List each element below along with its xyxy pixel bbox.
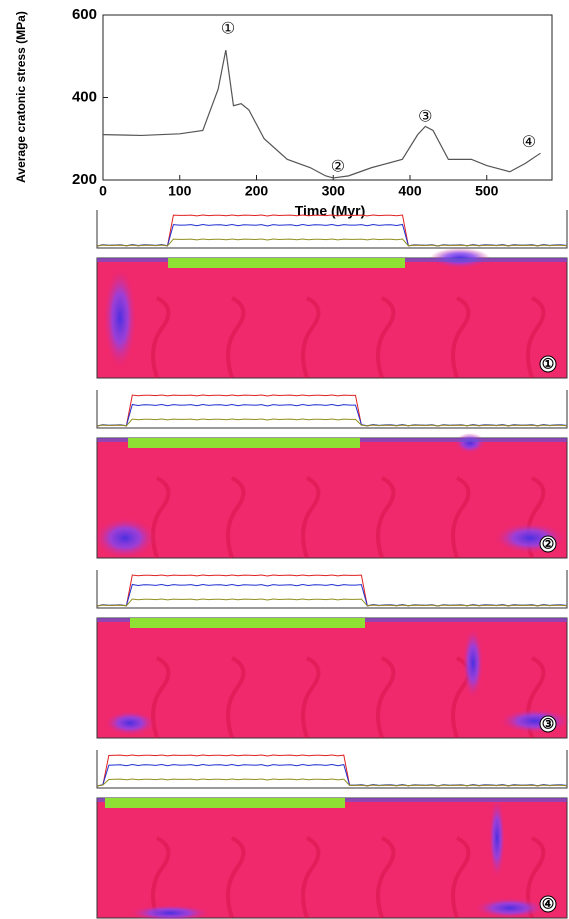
profile-frame	[96, 210, 568, 249]
streak	[451, 296, 471, 379]
streak	[301, 476, 321, 559]
annotation: ④	[522, 134, 536, 151]
panel-label-bg	[539, 895, 557, 913]
streak	[301, 296, 321, 379]
y-tick-label: 400	[72, 88, 97, 105]
snapshot-panel: ②	[95, 390, 568, 559]
x-tick-label: 100	[168, 183, 192, 199]
craton	[168, 258, 405, 268]
y-axis-label: Average cratonic stress (MPa)	[14, 11, 28, 183]
streak	[226, 476, 246, 559]
streak	[301, 656, 321, 739]
plume	[455, 433, 485, 453]
profile-line	[96, 598, 568, 607]
plume	[463, 628, 483, 698]
profile-line	[96, 574, 568, 607]
streak	[226, 296, 246, 379]
profile-line	[96, 394, 568, 427]
plume	[104, 268, 136, 368]
craton	[105, 798, 345, 808]
panel-label-bg	[539, 715, 557, 733]
x-tick-label: 500	[475, 183, 499, 199]
model-field	[96, 257, 568, 379]
x-tick-label: 0	[99, 183, 107, 199]
x-axis-label: Time (Myr)	[295, 203, 366, 219]
streak	[151, 296, 171, 379]
data-line	[102, 49, 541, 179]
snapshot-panel: ④	[96, 750, 568, 919]
profile-line	[96, 223, 568, 247]
x-tick-label: 300	[322, 183, 346, 199]
streak	[151, 836, 171, 919]
streak	[376, 836, 396, 919]
panel-label: ③	[542, 716, 555, 732]
streak	[226, 656, 246, 739]
plume	[489, 798, 505, 878]
model-field	[96, 617, 568, 739]
model-field	[96, 797, 568, 919]
panel-label: ②	[542, 536, 555, 552]
snapshot-panel: ①	[96, 210, 568, 379]
profile-frame	[96, 570, 568, 609]
profile-line	[96, 583, 568, 607]
y-tick-label: 600	[72, 6, 97, 23]
craton	[130, 618, 365, 628]
profile-line	[96, 418, 568, 427]
streak	[376, 476, 396, 559]
profile-line	[96, 238, 568, 247]
plot-frame	[102, 14, 553, 181]
plume	[105, 711, 155, 735]
streak	[376, 296, 396, 379]
x-tick-label: 400	[398, 183, 422, 199]
annotation: ②	[331, 158, 345, 175]
profile-line	[96, 403, 568, 427]
profile-line	[96, 763, 568, 787]
panel-label-bg	[539, 535, 557, 553]
snapshot-panel: ③	[96, 570, 569, 739]
profile-line	[96, 214, 568, 247]
y-tick-label: 200	[72, 171, 97, 188]
plume	[95, 518, 155, 558]
plume	[500, 709, 569, 733]
streak	[301, 836, 321, 919]
profile-frame	[96, 750, 568, 789]
plume	[475, 898, 545, 918]
annotation: ③	[418, 109, 432, 126]
model-field	[96, 437, 568, 559]
streak	[451, 476, 471, 559]
plume	[130, 905, 210, 919]
panel-label: ①	[542, 356, 555, 372]
streak	[376, 656, 396, 739]
panel-label: ④	[542, 896, 555, 912]
profile-line	[96, 754, 568, 787]
profile-line	[96, 778, 568, 787]
streak	[526, 296, 546, 379]
streak	[226, 836, 246, 919]
annotation: ①	[221, 21, 235, 38]
x-tick-label: 200	[245, 183, 269, 199]
craton	[128, 438, 360, 448]
streak	[451, 836, 471, 919]
profile-frame	[96, 390, 568, 429]
panel-label-bg	[539, 355, 557, 373]
